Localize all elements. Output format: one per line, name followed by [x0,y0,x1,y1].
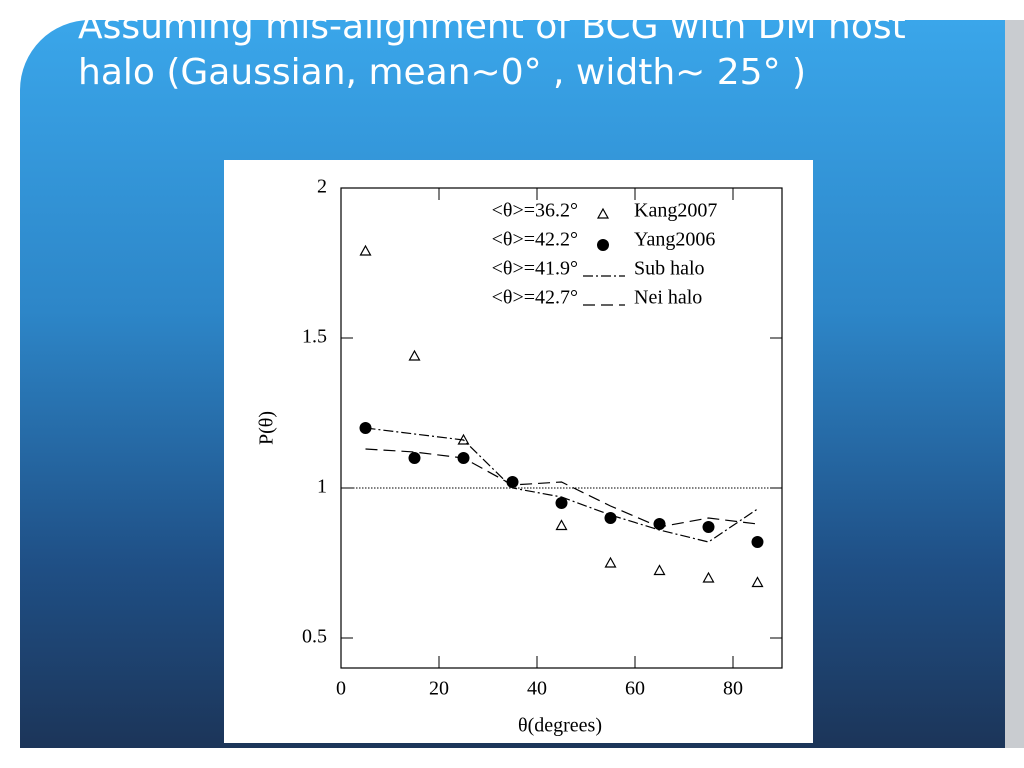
triangle-marker [604,556,617,568]
slide-edge [1005,20,1024,748]
legend-stat: <θ>=41.9° [492,258,578,280]
triangle-marker [653,564,666,576]
legend-symbol [597,239,609,251]
series-line [365,448,758,528]
legend-label: Nei halo [634,287,702,309]
circle-marker [604,512,617,524]
x-tick-label: 40 [527,678,547,700]
slide-title: Assuming mis-alignment of BCG with DM ho… [78,6,906,93]
circle-marker [751,536,764,548]
triangle-marker [702,571,715,583]
legend-stat: <θ>=42.7° [492,287,578,309]
legend-stat: <θ>=42.2° [492,229,578,251]
triangle-marker [555,519,568,531]
x-tick-label: 80 [723,678,743,700]
x-tick-label: 20 [429,678,449,700]
plot-frame [340,187,783,669]
y-tick-label: 0.5 [302,626,327,648]
y-axis-label: P(θ) [256,411,278,445]
y-tick-label: 1 [317,476,327,498]
triangle-marker [408,349,421,361]
circle-marker [506,476,519,488]
x-tick-label: 0 [336,678,346,700]
x-tick-label: 60 [625,678,645,700]
circle-marker [555,497,568,509]
series-line [365,427,758,543]
y-tick-label: 2 [317,176,327,198]
circle-marker [702,521,715,533]
legend-label: Kang2007 [634,200,717,222]
triangle-marker [359,244,372,256]
chart-background [224,160,813,743]
x-axis-label: θ(degrees) [518,715,602,737]
legend-label: Yang2006 [634,229,715,251]
legend-stat: <θ>=36.2° [492,200,578,222]
circle-marker [408,452,421,464]
circle-marker [653,518,666,530]
y-tick-label: 1.5 [302,326,327,348]
triangle-marker [751,576,764,588]
legend-symbol [596,207,610,219]
legend-label: Sub halo [634,258,705,280]
